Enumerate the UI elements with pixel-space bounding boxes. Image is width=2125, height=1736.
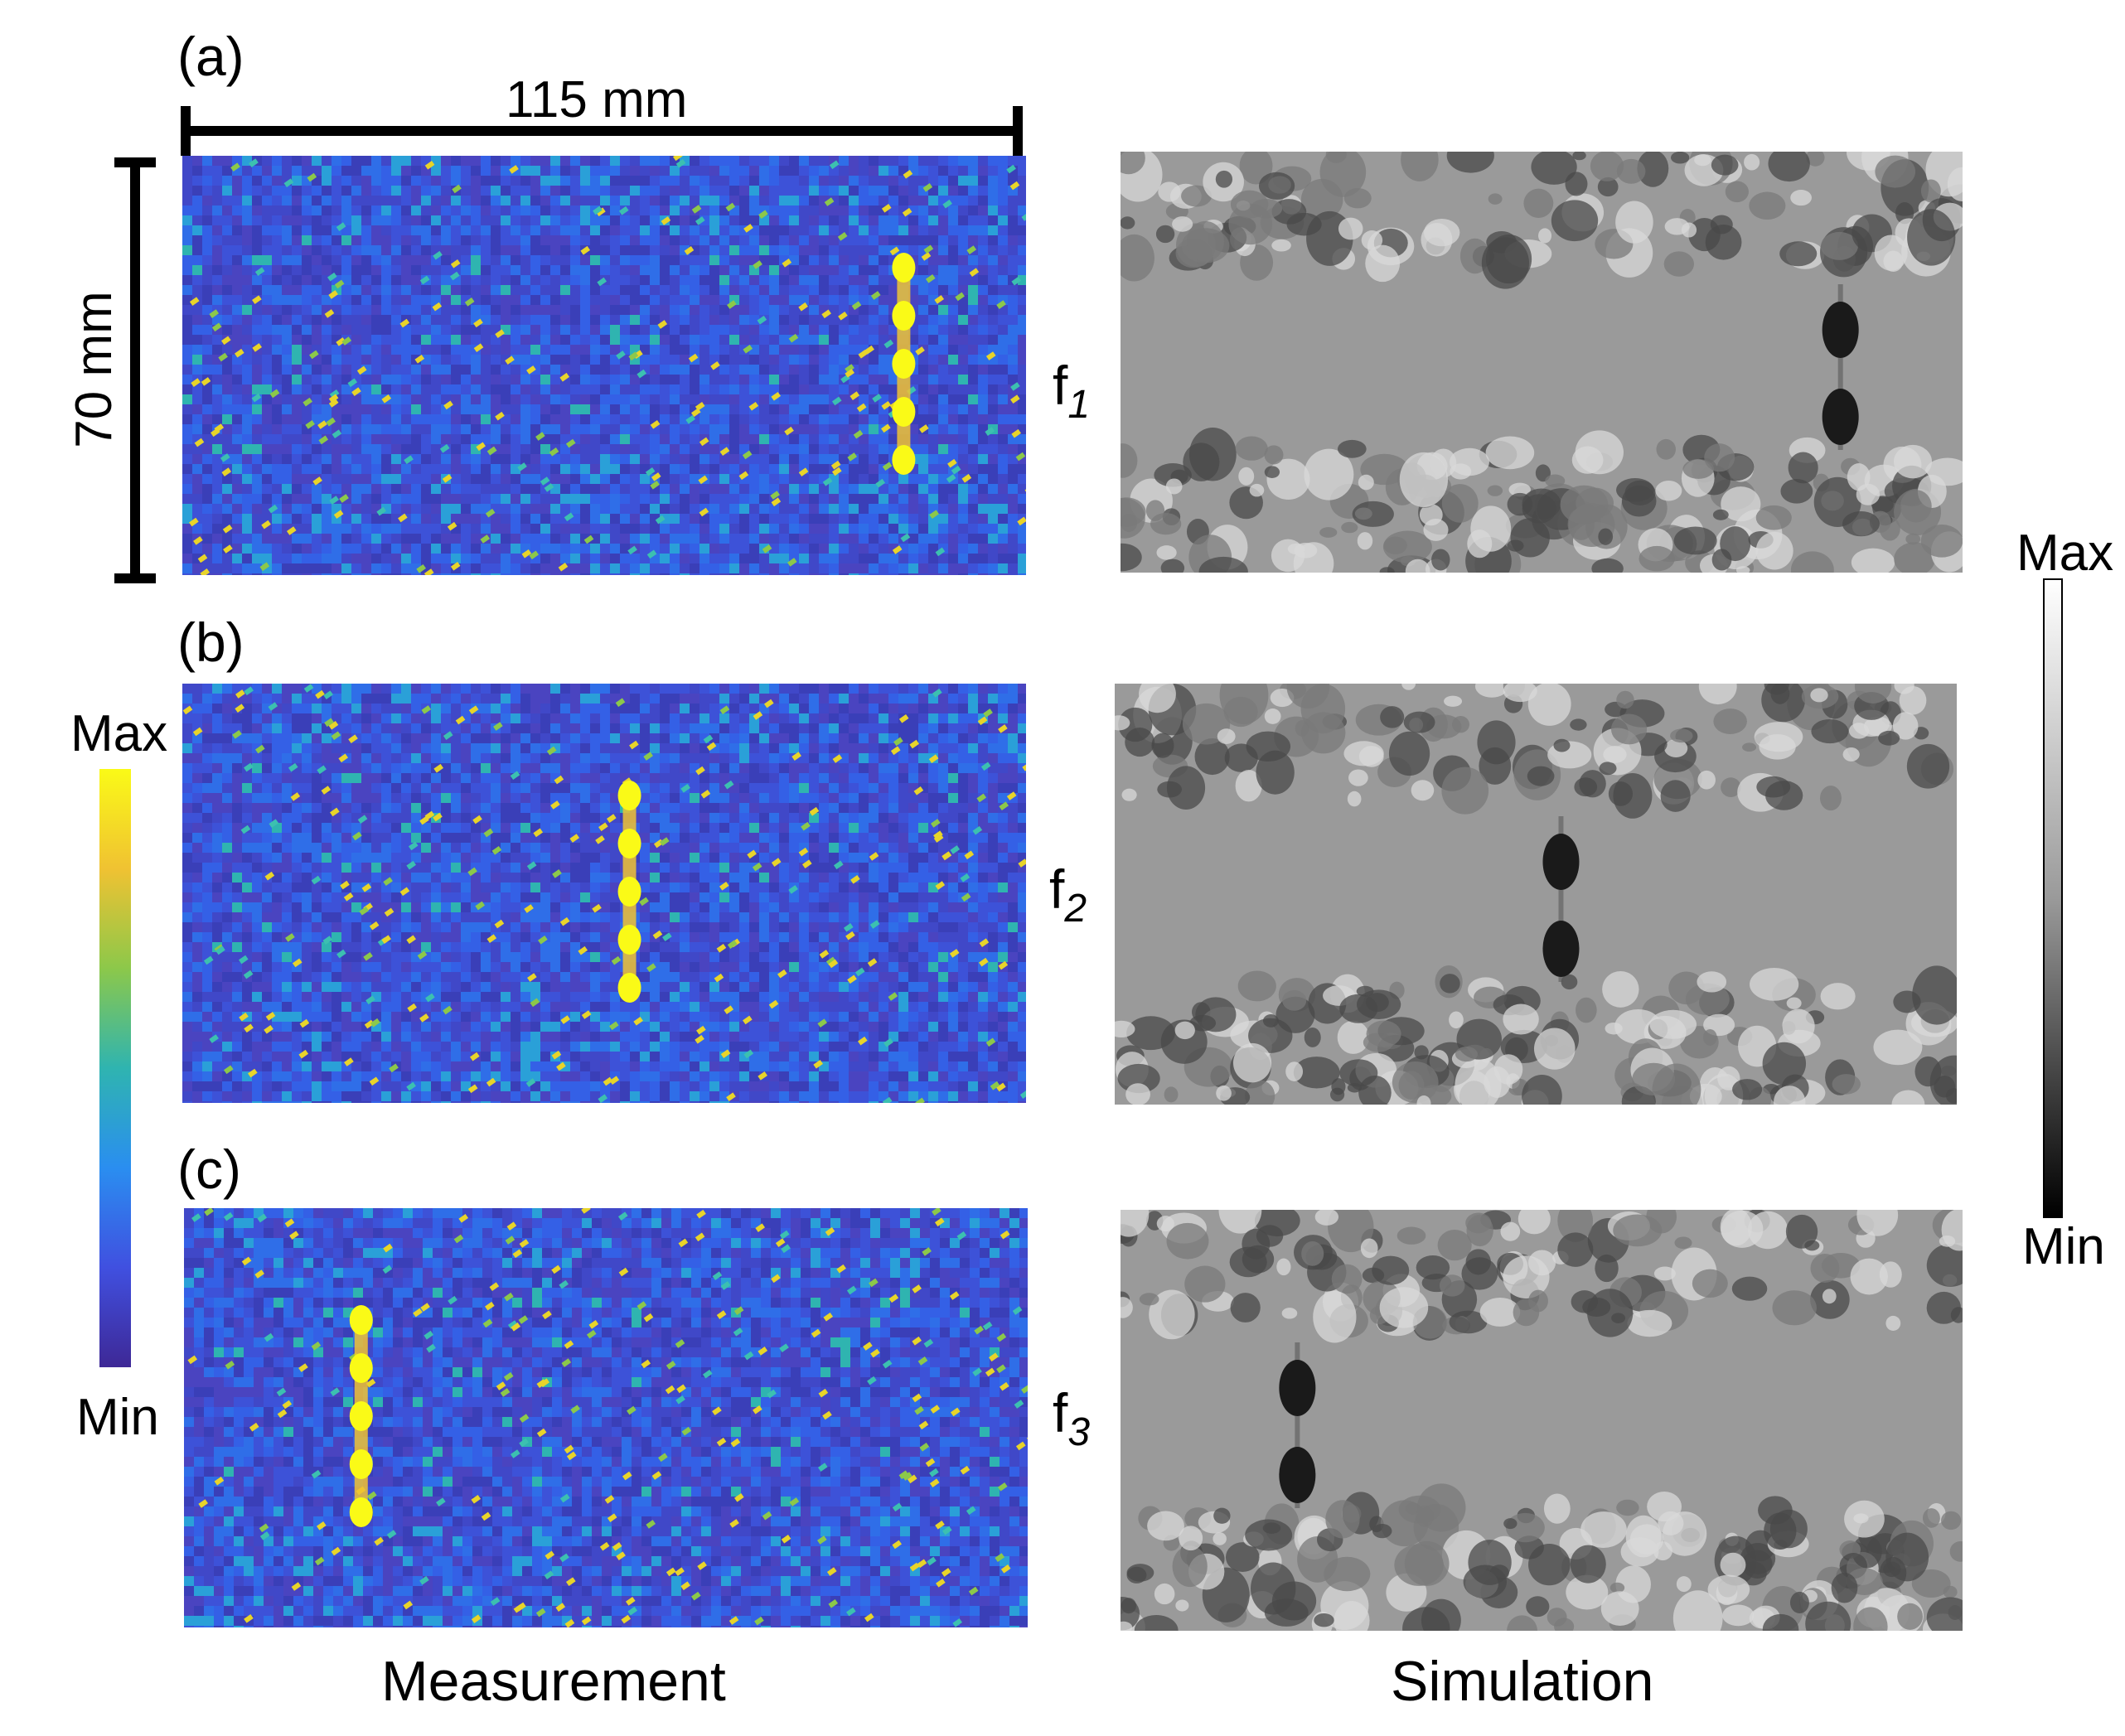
simulation-defect	[1822, 284, 1859, 450]
measurement-speckles	[187, 1208, 1028, 1627]
scale-label-vertical: 70 mm	[65, 291, 123, 448]
measurement-map-b	[182, 684, 1026, 1103]
measurement-map-a	[182, 156, 1026, 575]
measurement-defect	[892, 253, 916, 475]
measurement-map-c	[184, 1208, 1028, 1627]
scale-bar-horizontal-left-cap	[181, 106, 191, 156]
frequency-subscript: 1	[1067, 383, 1091, 427]
frequency-label-1: f1	[1053, 355, 1090, 425]
measurement-cells	[182, 684, 1026, 1103]
simulation-defect	[1279, 1342, 1316, 1508]
simulation-map-c-svg	[1121, 1210, 1963, 1631]
scale-bar-horizontal-right-cap	[1013, 106, 1023, 156]
frequency-subscript: 3	[1067, 1410, 1091, 1454]
panel-label-b: (b)	[177, 612, 244, 673]
measurement-map-a-svg	[182, 156, 1026, 575]
colorbar-left-min-label: Min	[76, 1389, 159, 1446]
simulation-texture	[1121, 1210, 1963, 1631]
frequency-label-3: f3	[1053, 1382, 1090, 1453]
frequency-symbol: f	[1053, 1382, 1068, 1443]
scale-bar-horizontal	[181, 126, 1023, 136]
measurement-speckles	[189, 156, 1026, 575]
scale-label-horizontal: 115 mm	[506, 71, 688, 128]
simulation-map-c	[1121, 1210, 1963, 1631]
simulation-map-a-svg	[1121, 152, 1963, 573]
measurement-map-b-svg	[182, 684, 1026, 1103]
column-title-measurement: Measurement	[381, 1650, 726, 1713]
simulation-texture	[1121, 152, 1963, 573]
colorbar-right	[2043, 578, 2063, 1218]
colorbar-left-max-label: Max	[70, 705, 168, 762]
simulation-defect	[1542, 816, 1580, 982]
panel-label-c: (c)	[177, 1139, 241, 1200]
measurement-cells	[184, 1208, 1028, 1627]
frequency-label-2: f2	[1049, 862, 1087, 929]
scale-bar-vertical-bottom-cap	[114, 573, 156, 583]
simulation-texture	[1115, 684, 1957, 1105]
measurement-defect	[349, 1305, 373, 1527]
column-title-simulation: Simulation	[1391, 1650, 1654, 1713]
colorbar-left	[99, 769, 131, 1367]
measurement-speckles	[182, 684, 1026, 1103]
simulation-map-a	[1121, 152, 1963, 573]
measurement-cells	[182, 156, 1026, 575]
frequency-subscript: 2	[1064, 887, 1087, 931]
simulation-map-b-svg	[1115, 684, 1957, 1105]
colorbar-right-max-label: Max	[2016, 525, 2114, 582]
colorbar-right-min-label: Min	[2022, 1218, 2105, 1275]
scale-bar-vertical	[130, 159, 140, 580]
frequency-symbol: f	[1049, 858, 1065, 920]
simulation-map-b	[1115, 684, 1957, 1105]
scale-bar-vertical-top-cap	[114, 157, 156, 167]
measurement-defect	[617, 781, 641, 1003]
measurement-map-c-svg	[184, 1208, 1028, 1627]
frequency-symbol: f	[1053, 355, 1068, 416]
panel-label-a: (a)	[177, 26, 244, 87]
